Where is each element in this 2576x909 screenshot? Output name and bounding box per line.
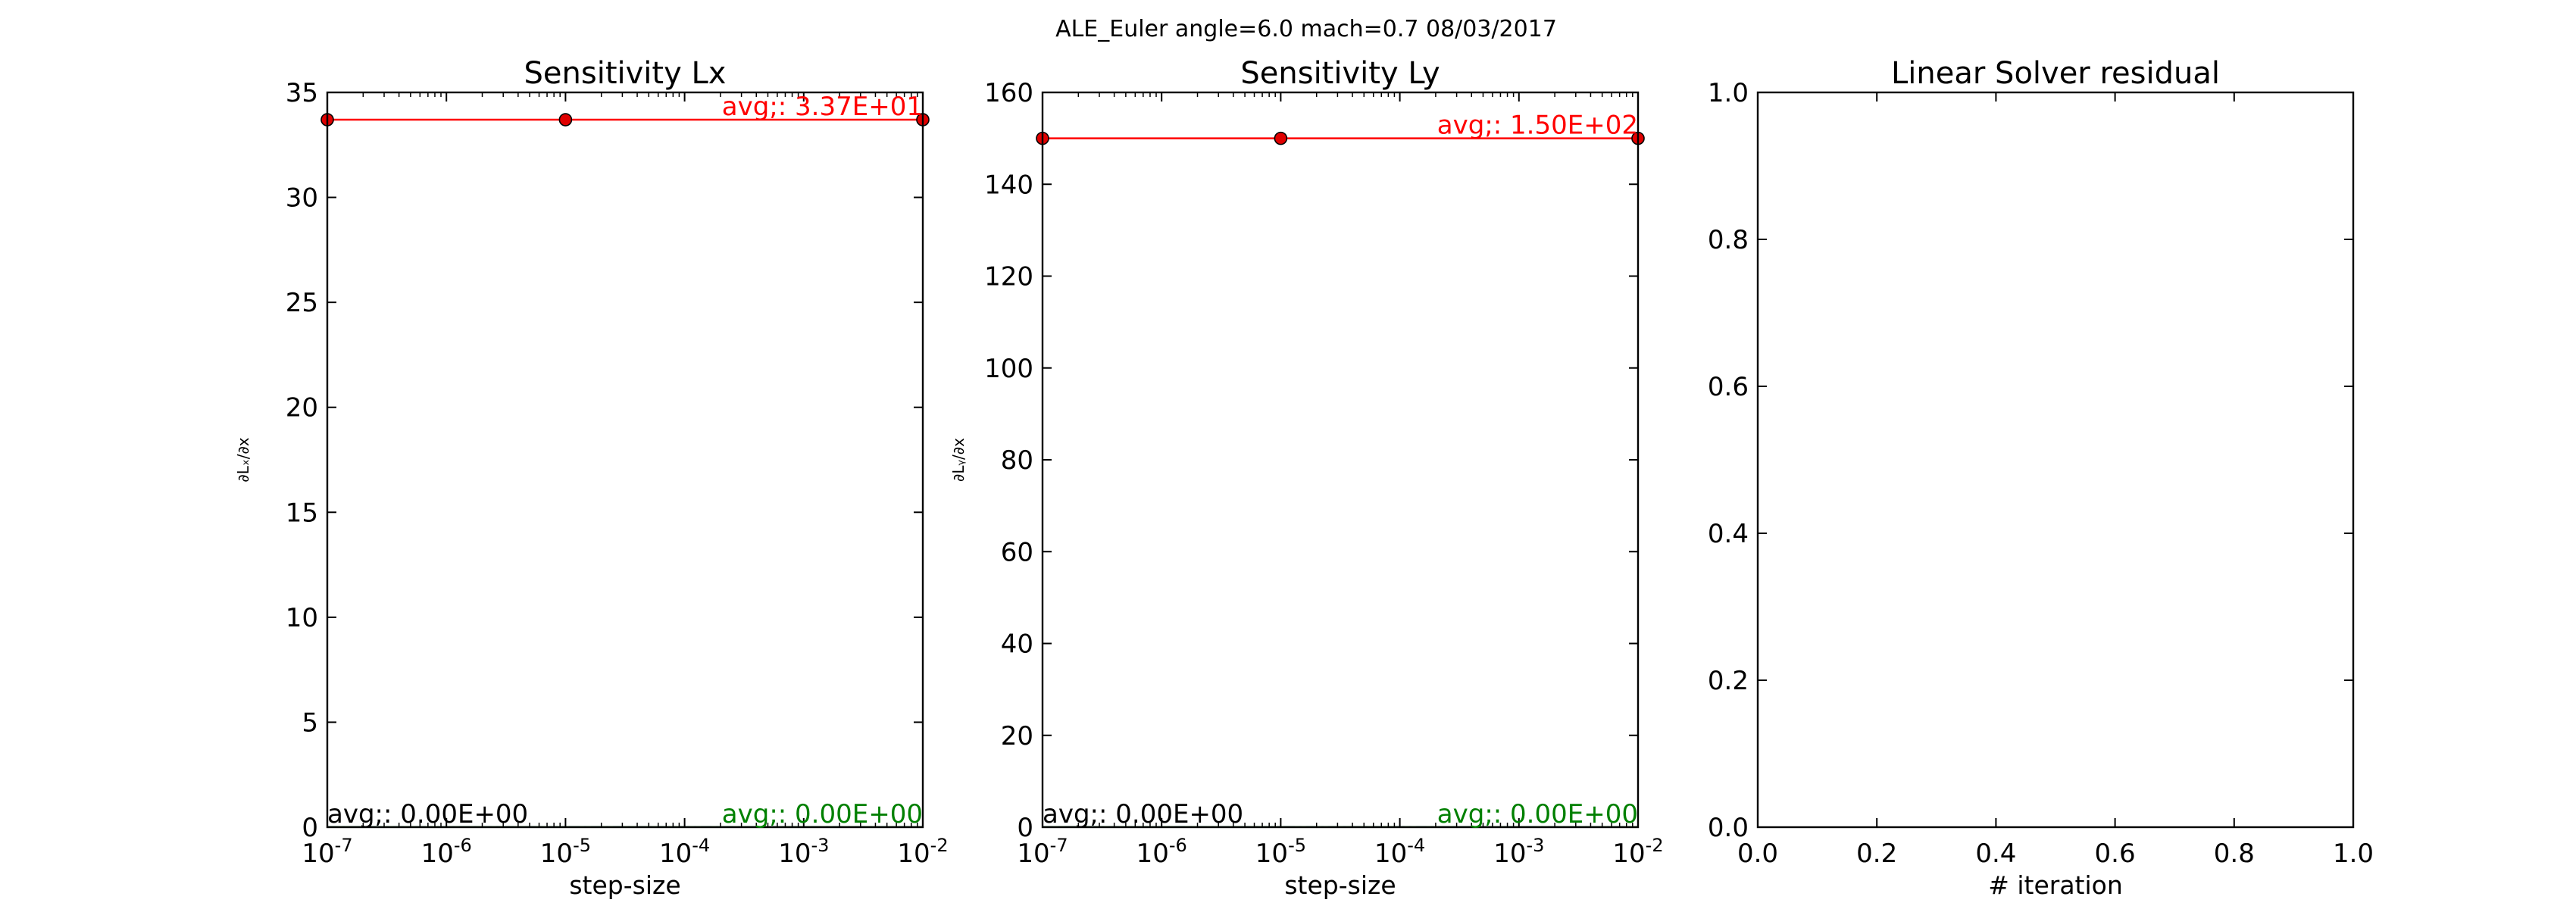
- y-tick-label: 60: [1001, 537, 1033, 567]
- avg-annotation: avg;: 1.50E+02: [1437, 111, 1638, 141]
- y-tick-label: 20: [1001, 721, 1033, 751]
- x-tick-label: 0.4: [1975, 839, 2016, 869]
- y-tick-label: 40: [1001, 629, 1033, 660]
- figure-suptitle: ALE_Euler angle=6.0 mach=0.7 08/03/2017: [1055, 16, 1557, 42]
- x-axis-label: step-size: [569, 870, 680, 900]
- x-tick-label: 10-2: [1612, 835, 1663, 869]
- data-point: [1274, 131, 1288, 145]
- chart-sensitivity-lx: Sensitivity Lx step-size ∂Lₓ/∂x 0 5 10 15 20…: [234, 56, 949, 900]
- avg-annotation: avg;: 0.00E+00: [1437, 799, 1638, 829]
- x-tick-label: 10-3: [1493, 835, 1544, 869]
- y-tick-label: 140: [984, 170, 1033, 200]
- chart-sensitivity-ly: Sensitivity Ly step-size ∂Lᵧ/∂x 0 20 40 60 8…: [949, 56, 1664, 900]
- x-tick-label: 10-3: [778, 835, 829, 869]
- x-tick-label: 10-7: [1017, 835, 1068, 869]
- chart-title: Linear Solver residual: [1891, 56, 2220, 91]
- y-tick-label: 15: [286, 498, 318, 528]
- y-tick-label: 20: [286, 393, 318, 423]
- avg-annotation: avg;: 0.00E+00: [722, 799, 923, 829]
- y-tick-label: 0: [302, 813, 318, 843]
- data-point: [558, 113, 573, 127]
- y-tick-label: 0: [1017, 813, 1033, 843]
- y-axis-label: ∂Lᵧ/∂x: [949, 438, 968, 482]
- x-tick-label: 0.2: [1856, 839, 1897, 869]
- y-tick-label: 160: [984, 78, 1033, 108]
- avg-annotation: avg;: 3.37E+01: [722, 92, 923, 122]
- x-tick-label: 10-6: [421, 835, 472, 869]
- x-tick-label: 10-4: [659, 835, 710, 869]
- avg-annotation: avg;: 0.00E+00: [327, 799, 528, 829]
- y-tick-label: 10: [286, 603, 318, 633]
- y-tick-label: 100: [984, 354, 1033, 384]
- x-tick-label: 1.0: [2333, 839, 2374, 869]
- y-tick-label: 30: [286, 183, 318, 214]
- x-tick-label: 0.0: [1737, 839, 1778, 869]
- x-tick-label: 0.6: [2095, 839, 2136, 869]
- x-tick-label: 10-5: [540, 835, 591, 869]
- y-tick-label: 0.0: [1708, 813, 1749, 843]
- chart-title: Sensitivity Lx: [524, 56, 727, 91]
- y-tick-label: 0.8: [1708, 225, 1749, 255]
- axes-frame: [1756, 91, 2355, 829]
- x-tick-label: 10-4: [1374, 835, 1425, 869]
- y-tick-label: 0.2: [1708, 666, 1749, 696]
- chart-title: Sensitivity Ly: [1240, 56, 1440, 91]
- y-tick-label: 1.0: [1708, 78, 1749, 108]
- x-tick-label: 10-7: [302, 835, 352, 869]
- x-axis-label: # iteration: [1988, 870, 2123, 900]
- y-tick-label: 0.4: [1708, 519, 1749, 549]
- x-tick-label: 10-5: [1255, 835, 1306, 869]
- x-tick-label: 10-6: [1136, 835, 1187, 869]
- y-tick-label: 25: [286, 288, 318, 318]
- x-tick-label: 10-2: [897, 835, 948, 869]
- avg-annotation: avg;: 0.00E+00: [1043, 799, 1243, 829]
- x-axis-label: step-size: [1284, 870, 1396, 900]
- chart-linear-solver-residual: Linear Solver residual # iteration 0.00.…: [1708, 56, 2374, 900]
- y-tick-label: 120: [984, 262, 1033, 292]
- y-tick-label: 80: [1001, 445, 1033, 476]
- y-tick-label: 0.6: [1708, 372, 1749, 402]
- y-axis-label: ∂Lₓ/∂x: [234, 437, 252, 482]
- x-tick-label: 0.8: [2214, 839, 2255, 869]
- axes-frame: [326, 91, 924, 829]
- y-tick-label: 35: [286, 78, 318, 108]
- y-tick-label: 5: [302, 708, 318, 738]
